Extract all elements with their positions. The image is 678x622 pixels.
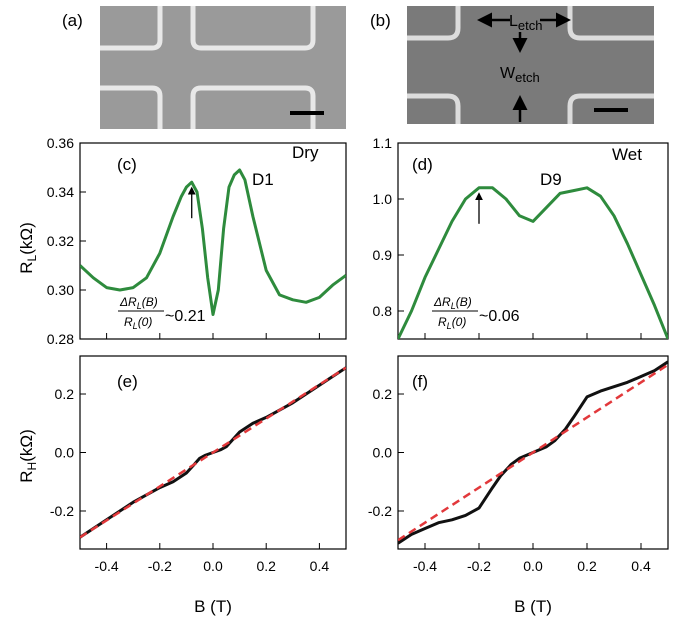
- svg-text:RL(0): RL(0): [438, 315, 466, 331]
- panel-label-d: (d): [412, 155, 433, 174]
- x-tick-label: 0.0: [203, 558, 223, 574]
- panel-label-e: (e): [117, 372, 138, 391]
- y-axis-title-rl: RL(kΩ): [17, 222, 39, 274]
- x-axis-title-f: B (T): [514, 597, 552, 616]
- condition-label-d: Wet: [612, 145, 642, 164]
- y-tick-label: 1.1: [373, 135, 393, 151]
- condition-label-c: Dry: [292, 143, 319, 162]
- y-tick-label: 0.30: [47, 282, 74, 298]
- x-tick-label: 0.2: [256, 558, 276, 574]
- data-series-line: [80, 168, 346, 316]
- y-tick-label: 0.28: [47, 331, 74, 347]
- y-tick-label: -0.2: [368, 503, 392, 519]
- sem-image-a: [100, 6, 346, 129]
- scale-bar-a: [290, 111, 324, 115]
- x-tick-label: -0.4: [95, 558, 119, 574]
- svg-text:RL(0): RL(0): [124, 315, 152, 331]
- device-label-c: D1: [252, 170, 274, 189]
- linear-fit-line: [398, 363, 668, 542]
- chart-c: 0.28 0.30 0.32 0.34 0.36: [47, 135, 347, 347]
- y-tick-label: -0.2: [50, 503, 74, 519]
- panel-label-f: (f): [412, 372, 428, 391]
- svg-text:ΔRL(B): ΔRL(B): [433, 295, 472, 311]
- x-tick-label: 0.4: [631, 558, 651, 574]
- y-tick-label: 0.2: [373, 386, 393, 402]
- ratio-annotation-c: ΔRL(B) RL(0): [118, 295, 164, 331]
- x-tick-label: 0.4: [310, 558, 330, 574]
- x-tick-label: -0.4: [413, 558, 437, 574]
- ratio-annotation-d: ΔRL(B) RL(0): [432, 295, 478, 331]
- chart-d: 0.8 0.9 1.0 1.1: [373, 135, 669, 340]
- y-tick-label: 0.34: [47, 184, 74, 200]
- y-tick-label: 0.2: [55, 386, 75, 402]
- device-label-d: D9: [540, 170, 562, 189]
- x-tick-label: -0.2: [467, 558, 491, 574]
- x-tick-label: 0.2: [577, 558, 597, 574]
- x-tick-label: -0.2: [148, 558, 172, 574]
- sem-image-b: [407, 6, 654, 124]
- linear-fit-line: [80, 366, 346, 539]
- y-tick-label: 0.36: [47, 135, 74, 151]
- data-series-line: [398, 186, 668, 339]
- ratio-value-c: ~0.21: [165, 308, 206, 325]
- y-tick-label: 1.0: [373, 191, 393, 207]
- ratio-value-d: ~0.06: [479, 308, 520, 325]
- chart-e: -0.2 0.0 0.2 -0.4 -0.2 0.0 0.2 0.4: [50, 355, 347, 574]
- svg-text:ΔRL(B): ΔRL(B): [119, 295, 158, 311]
- panel-label-b: (b): [370, 11, 391, 30]
- y-axis-title-rh: RH(kΩ): [17, 429, 39, 482]
- x-axis-title-e: B (T): [194, 597, 232, 616]
- w-etch-label: Wetch: [500, 65, 540, 85]
- x-tick-label: 0.0: [523, 558, 543, 574]
- y-tick-label: 0.32: [47, 233, 74, 249]
- y-tick-label: 0.8: [373, 303, 393, 319]
- chart-f: -0.2 0.0 0.2 -0.4 -0.2 0.0 0.2 0.4: [368, 355, 669, 574]
- panel-label-a: (a): [62, 11, 83, 30]
- y-tick-label: 0.0: [373, 445, 393, 461]
- scale-bar-b: [594, 108, 628, 112]
- y-tick-label: 0.0: [55, 445, 75, 461]
- panel-label-c: (c): [117, 155, 137, 174]
- y-tick-label: 0.9: [373, 247, 393, 263]
- l-etch-label: Letch: [509, 13, 542, 33]
